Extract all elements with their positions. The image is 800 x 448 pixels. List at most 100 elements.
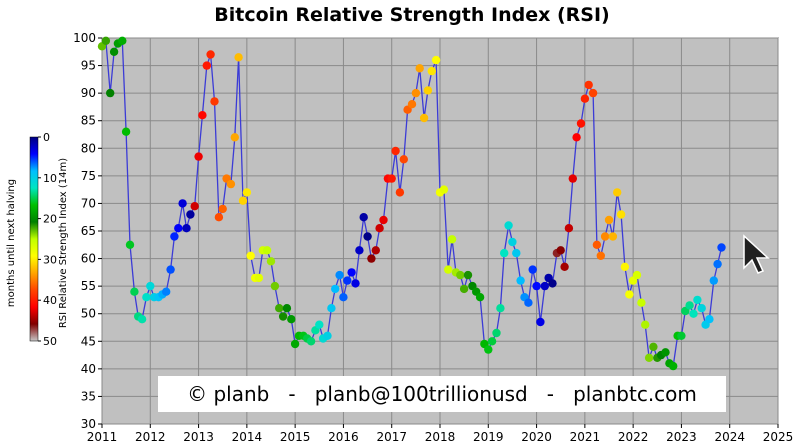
rsi-point xyxy=(121,127,131,136)
rsi-point xyxy=(270,281,280,291)
rsi-point xyxy=(142,293,151,302)
rsi-point xyxy=(484,345,493,354)
rsi-point xyxy=(536,317,545,327)
rsi-point xyxy=(246,251,255,260)
watermark-box xyxy=(158,376,726,412)
y-tick-label: 45 xyxy=(81,334,96,348)
rsi-point xyxy=(500,248,509,258)
rsi-point xyxy=(649,342,658,351)
rsi-point xyxy=(423,86,433,95)
rsi-point xyxy=(596,251,605,260)
x-tick-label: 2013 xyxy=(183,430,214,444)
rsi-point xyxy=(262,246,272,255)
rsi-point xyxy=(206,50,215,59)
rsi-point xyxy=(427,66,436,76)
y-axis: 30 35 40 45 50 55 60 65 70 75 80 85 90 95 100 xyxy=(73,31,102,431)
y-tick-label: 70 xyxy=(81,196,96,210)
y-tick-label: 35 xyxy=(81,389,96,403)
rsi-point xyxy=(584,80,593,90)
rsi-point xyxy=(705,315,714,324)
rsi-point xyxy=(407,100,417,109)
rsi-point xyxy=(560,262,569,271)
rsi-point xyxy=(556,246,565,255)
rsi-point xyxy=(444,265,453,274)
rsi-point xyxy=(580,94,590,103)
x-tick-label: 2011 xyxy=(87,430,118,444)
rsi-point xyxy=(487,337,497,346)
y-tick-label: 60 xyxy=(81,252,96,266)
rsi-point xyxy=(709,276,718,285)
rsi-point xyxy=(717,243,726,252)
rsi-point xyxy=(524,298,533,307)
rsi-point xyxy=(186,210,195,219)
rsi-point xyxy=(130,287,139,296)
rsi-point xyxy=(600,232,610,241)
rsi-point xyxy=(592,240,602,249)
rsi-point xyxy=(198,111,207,120)
y-axis-label: RSI Relative Strength Index (14m) xyxy=(58,158,69,328)
x-tick-label: 2017 xyxy=(376,430,407,444)
y-tick-label: 85 xyxy=(81,114,96,128)
rsi-point xyxy=(162,287,171,296)
x-tick-label: 2016 xyxy=(328,430,359,444)
y-tick-label: 80 xyxy=(81,141,96,155)
rsi-point xyxy=(625,290,634,299)
rsi-point xyxy=(516,276,525,285)
rsi-point xyxy=(379,215,388,225)
rsi-point xyxy=(508,237,517,247)
rsi-point xyxy=(315,320,324,329)
rsi-point xyxy=(411,88,421,98)
rsi-point xyxy=(339,293,348,302)
rsi-point xyxy=(387,174,396,183)
colorbar-tick-label: 10 xyxy=(43,172,57,185)
rsi-point xyxy=(528,265,537,274)
rsi-point xyxy=(475,293,485,302)
rsi-point xyxy=(190,202,199,211)
x-tick-label: 2015 xyxy=(280,430,311,444)
rsi-point xyxy=(456,270,465,280)
rsi-point xyxy=(637,298,646,307)
x-tick-label: 2019 xyxy=(473,430,504,444)
rsi-point xyxy=(572,133,581,142)
rsi-point xyxy=(238,196,248,205)
rsi-point xyxy=(439,185,449,194)
rsi-point xyxy=(431,55,441,65)
x-tick-label: 2022 xyxy=(618,430,649,444)
colorbar-tick-label: 50 xyxy=(43,335,57,348)
rsi-points xyxy=(97,36,726,371)
rsi-point xyxy=(363,232,372,241)
rsi-point xyxy=(669,361,678,371)
colorbar-tick-label: 30 xyxy=(43,253,57,266)
rsi-point xyxy=(371,246,380,255)
rsi-point xyxy=(399,155,408,164)
rsi-point xyxy=(242,188,252,197)
rsi-point xyxy=(282,304,292,313)
rsi-point xyxy=(395,188,405,197)
rsi-point xyxy=(492,328,501,338)
y-tick-label: 40 xyxy=(81,362,96,376)
rsi-point xyxy=(290,339,300,349)
rsi-point xyxy=(616,210,626,219)
rsi-point xyxy=(335,270,344,280)
watermark-text: © planb - planb@100trillionusd - planbtc… xyxy=(187,382,697,406)
rsi-point xyxy=(415,64,424,73)
rsi-point xyxy=(323,331,332,340)
rsi-point xyxy=(137,315,147,324)
rsi-point xyxy=(564,224,574,233)
rsi-point xyxy=(118,36,127,45)
colorbar: 0 10 20 30 40 50 xyxy=(29,131,57,348)
rsi-point xyxy=(210,97,219,106)
colorbar-tick-label: 0 xyxy=(43,131,50,144)
rsi-point xyxy=(182,224,191,233)
rsi-point xyxy=(202,61,211,70)
grid xyxy=(101,37,779,425)
rsi-point xyxy=(568,174,577,183)
rsi-point xyxy=(713,259,722,269)
y-tick-label: 65 xyxy=(81,224,96,238)
rsi-point xyxy=(359,213,368,222)
rsi-point xyxy=(677,331,686,340)
x-axis: 2011 2012 2013 2014 2015 2016 2017 2018 2019 2020… xyxy=(87,424,793,444)
rsi-point xyxy=(608,232,618,241)
rsi-point xyxy=(347,268,356,277)
